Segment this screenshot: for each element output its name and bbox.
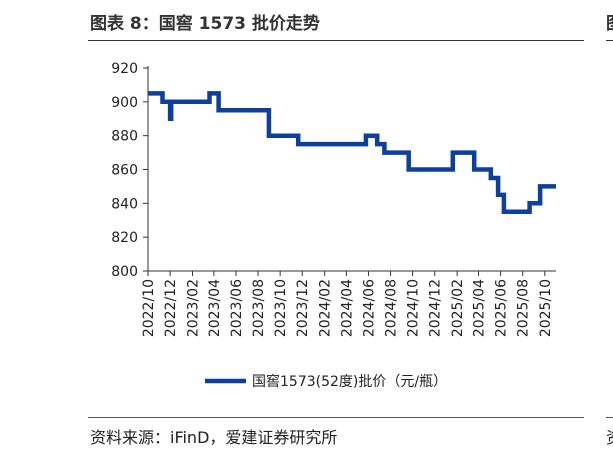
source-note: 资料来源：iFinD，爱建证券研究所 bbox=[90, 428, 338, 447]
adjacent-source-fragment: 资 bbox=[606, 424, 613, 448]
y-tick-label: 860 bbox=[111, 163, 138, 179]
x-tick-label: 2023/08 bbox=[251, 279, 267, 337]
y-tick-label: 840 bbox=[111, 196, 138, 212]
x-tick-label: 2025/04 bbox=[472, 279, 488, 337]
adjacent-title-rule bbox=[606, 40, 613, 41]
adjacent-figure-title-fragment: 图 bbox=[606, 9, 613, 34]
x-tick-label: 2022/12 bbox=[163, 279, 179, 337]
x-tick-label: 2025/06 bbox=[494, 279, 510, 337]
legend-label: 国窖1573(52度)批价（元/瓶） bbox=[252, 373, 447, 390]
series-layer bbox=[148, 91, 556, 215]
y-tick-label: 820 bbox=[111, 230, 138, 246]
y-tick-label: 800 bbox=[111, 264, 138, 280]
figure-title: 图表 8：国窖 1573 批价走势 bbox=[90, 14, 320, 34]
x-tick-label: 2025/10 bbox=[538, 279, 554, 337]
x-tick-label: 2024/12 bbox=[428, 279, 444, 337]
legend: 国窖1573(52度)批价（元/瓶） bbox=[205, 373, 447, 390]
x-tick-label: 2024/08 bbox=[384, 279, 400, 337]
x-tick-label: 2025/08 bbox=[516, 279, 532, 337]
x-tick-label: 2024/04 bbox=[339, 279, 355, 337]
x-tick-label: 2024/10 bbox=[406, 279, 422, 337]
y-axis: 800 820 840 860 880 900 920 bbox=[111, 61, 149, 280]
y-tick-label: 900 bbox=[111, 95, 138, 111]
x-tick-label: 2025/02 bbox=[450, 279, 466, 337]
x-tick-label: 2023/10 bbox=[273, 279, 289, 337]
y-tick-label: 920 bbox=[111, 61, 138, 77]
x-tick-label: 2023/12 bbox=[295, 279, 311, 337]
x-tick-label: 2023/02 bbox=[186, 279, 202, 337]
x-tick-label: 2023/04 bbox=[207, 279, 223, 337]
y-tick-label: 880 bbox=[111, 129, 138, 145]
x-axis: 2022/10 2022/12 2023/02 2023/04 2023/06 2023/… bbox=[141, 270, 556, 337]
x-tick-label: 2024/06 bbox=[361, 279, 377, 337]
adjacent-source-rule bbox=[606, 417, 613, 418]
x-tick-label: 2024/02 bbox=[318, 279, 334, 337]
title-rule bbox=[88, 40, 584, 41]
x-tick-label: 2022/10 bbox=[141, 279, 157, 337]
series-line bbox=[148, 91, 556, 215]
source-rule bbox=[88, 417, 584, 418]
x-tick-label: 2023/06 bbox=[229, 279, 245, 337]
